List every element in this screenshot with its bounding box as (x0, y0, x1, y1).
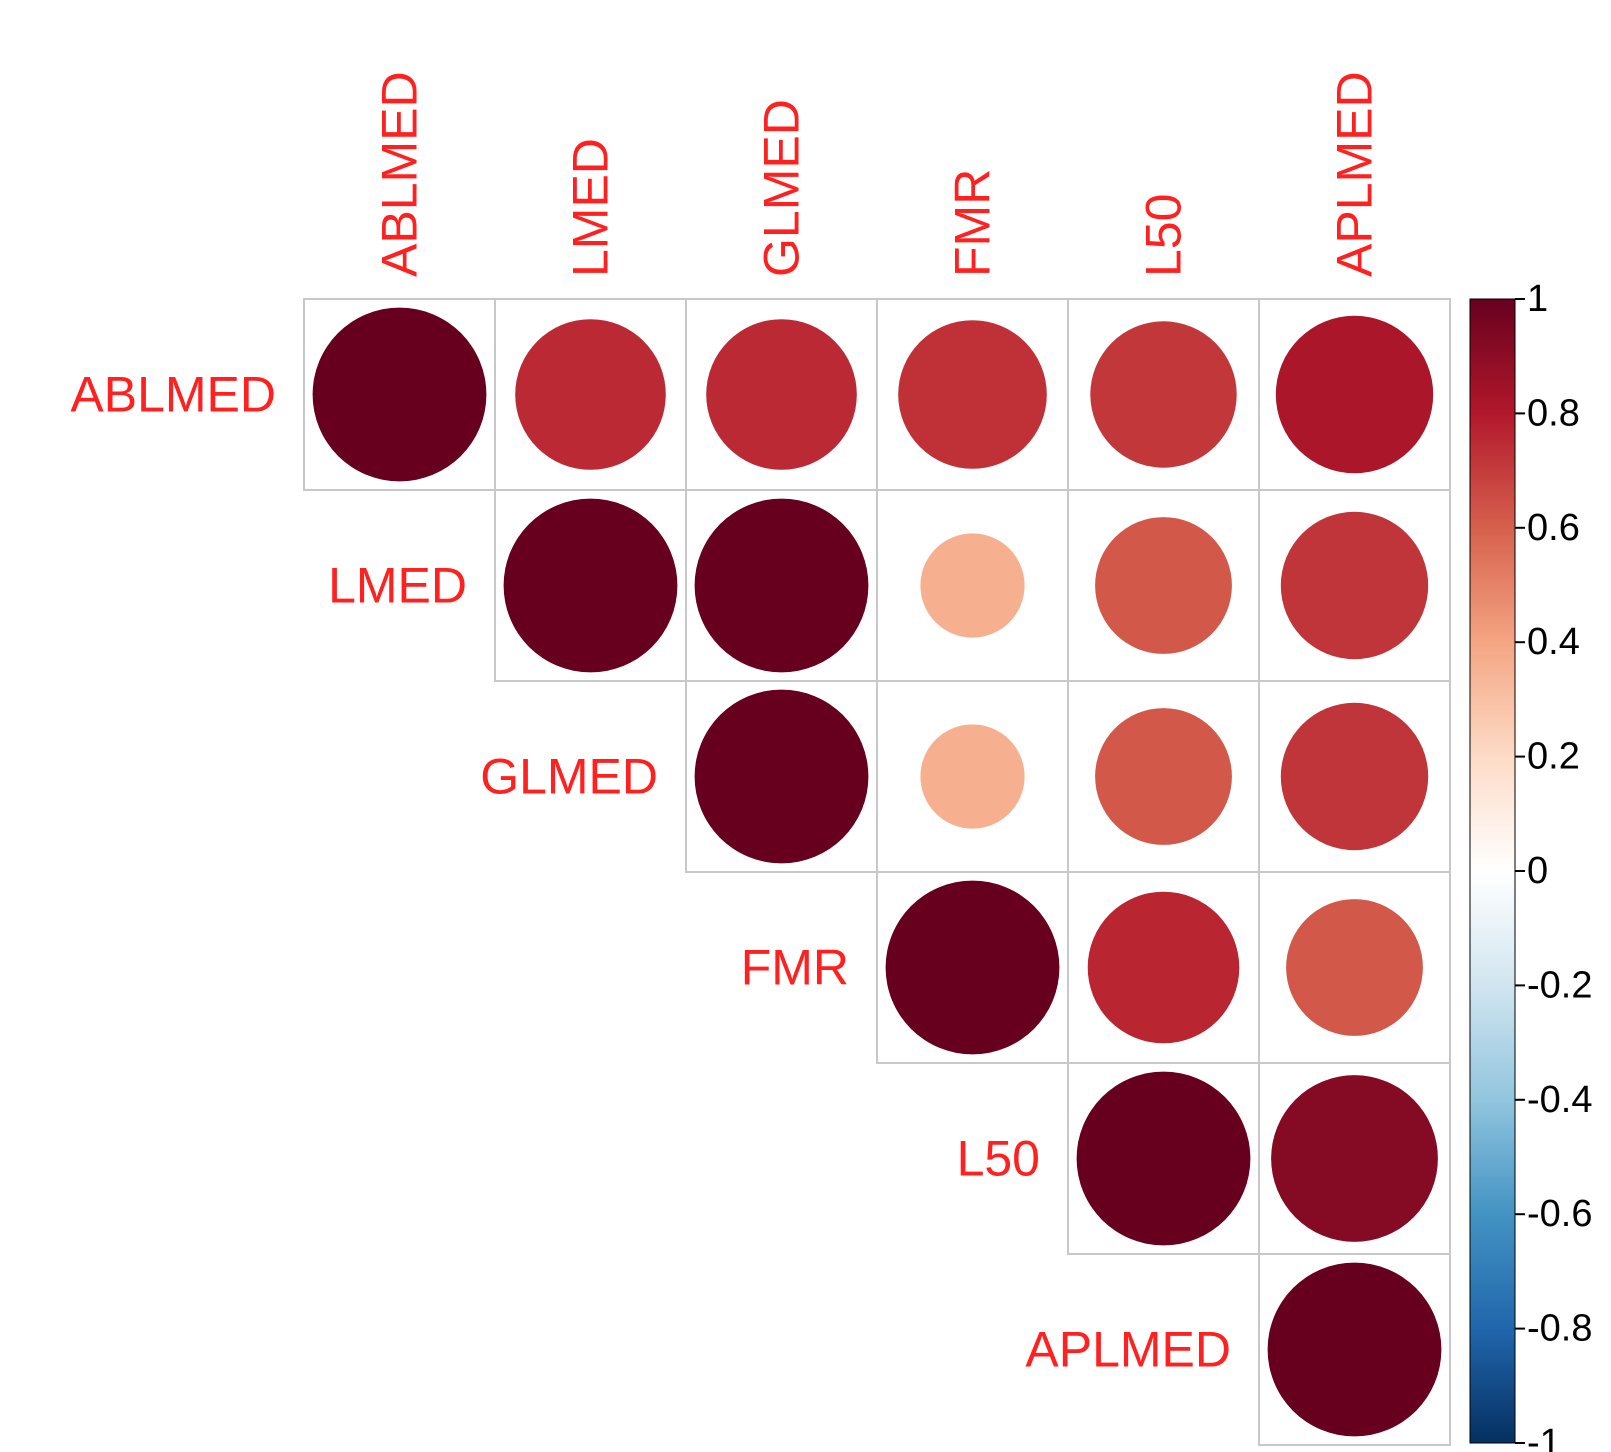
circle-FMR-L50 (1087, 891, 1240, 1044)
column-label-glmed: GLMED (754, 99, 810, 277)
colorbar-tick-label: -0.2 (1527, 964, 1592, 1006)
column-label-aplmed: APLMED (1327, 71, 1383, 277)
column-label-lmed: LMED (563, 138, 619, 277)
circle-ABLMED-ABLMED (312, 307, 487, 482)
row-label-ablmed: ABLMED (70, 367, 276, 423)
circle-FMR-APLMED (1286, 899, 1423, 1036)
circle-L50-APLMED (1271, 1075, 1438, 1242)
circle-GLMED-APLMED (1280, 702, 1429, 851)
colorbar-tick-label: 0.2 (1527, 736, 1580, 778)
circle-FMR-FMR (885, 880, 1060, 1055)
colorbar-tick-label: 0.4 (1527, 621, 1580, 663)
colorbar-tick-label: 0.8 (1527, 392, 1580, 434)
circle-LMED-LMED (503, 498, 678, 673)
circle-APLMED-APLMED (1267, 1262, 1442, 1437)
circle-GLMED-FMR (920, 724, 1025, 829)
circle-LMED-GLMED (694, 498, 869, 673)
correlation-circles (312, 307, 1442, 1437)
colorbar-tick-label: 1 (1527, 278, 1548, 320)
circle-ABLMED-LMED (515, 319, 666, 470)
colorbar-gradient (1469, 298, 1516, 1444)
circle-LMED-APLMED (1280, 511, 1429, 660)
circle-ABLMED-APLMED (1275, 315, 1434, 474)
colorbar-tick-label: 0.6 (1527, 507, 1580, 549)
column-label-ablmed: ABLMED (372, 71, 428, 277)
colorbar-tick-label: -0.6 (1527, 1193, 1592, 1235)
circle-GLMED-GLMED (694, 689, 869, 864)
circle-LMED-FMR (920, 533, 1025, 638)
row-label-l50: L50 (957, 1131, 1040, 1187)
circle-ABLMED-GLMED (706, 319, 857, 470)
circle-L50-L50 (1076, 1071, 1251, 1246)
row-label-lmed: LMED (328, 558, 467, 614)
color-legend: 1 0.8 0.6 0.4 0.2 0 -0.2 -0.4 -0.6 -0.8 -1 (1469, 278, 1592, 1452)
variable-labels: ABLMED LMED GLMED FMR L50 APLMED ABLMED LMED GLM… (70, 71, 1382, 1377)
grid-cells (303, 298, 1451, 1446)
grid-cell-APLMED-APLMED (1258, 1253, 1451, 1446)
column-label-fmr: FMR (945, 169, 1001, 277)
row-label-aplmed: APLMED (1025, 1322, 1231, 1378)
colorbar-tick-label: -0.8 (1527, 1308, 1592, 1350)
circle-LMED-L50 (1095, 517, 1232, 654)
row-label-glmed: GLMED (480, 749, 658, 805)
colorbar-tick-label: -0.4 (1527, 1079, 1592, 1121)
circle-GLMED-L50 (1095, 708, 1232, 845)
column-label-l50: L50 (1136, 194, 1192, 277)
colorbar-tick-label: -1 (1527, 1422, 1561, 1452)
row-label-fmr: FMR (741, 940, 849, 996)
circle-ABLMED-FMR (898, 320, 1047, 469)
colorbar-tick-label: 0 (1527, 850, 1548, 892)
circle-ABLMED-L50 (1090, 321, 1237, 468)
